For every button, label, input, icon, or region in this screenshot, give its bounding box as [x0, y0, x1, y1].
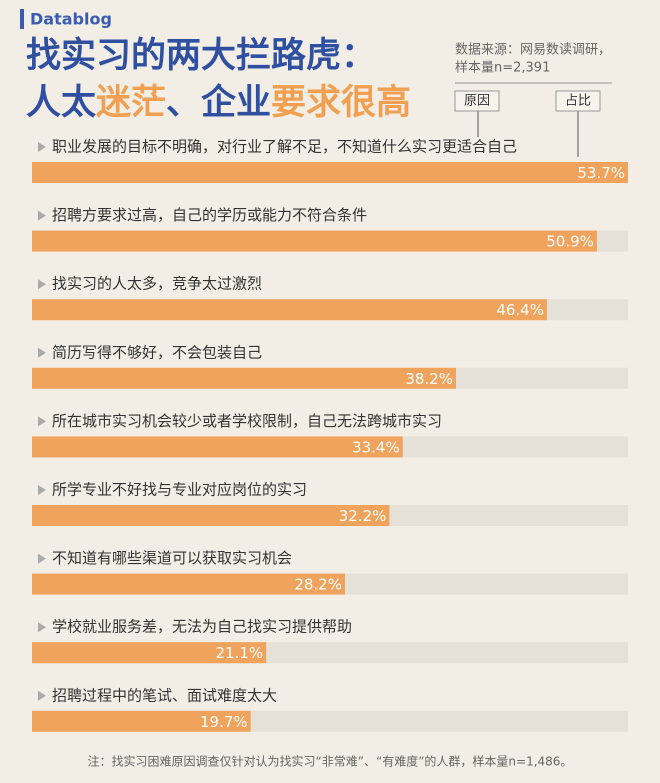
legend-label: 原因 — [464, 94, 490, 109]
bullet — [38, 553, 46, 564]
brand: Datablog — [30, 10, 112, 29]
title-part: 要求很高 — [271, 83, 411, 123]
title-part: 、企业 — [166, 82, 271, 123]
chart-title: 找实习的两大拦路虎： — [26, 36, 376, 76]
bar — [32, 162, 628, 183]
bullet — [38, 485, 46, 495]
category-label: 简历写得不够好，不会包装自己 — [52, 343, 262, 361]
category-label: 找实习的人太多，竞争太过激烈 — [52, 275, 262, 293]
bullet — [38, 416, 46, 427]
value-label: 38.2% — [405, 370, 453, 388]
bullet — [38, 690, 46, 701]
bar — [32, 230, 597, 252]
legend-label: 占比 — [565, 94, 591, 109]
legend-box — [454, 90, 500, 112]
category-label: 招聘方要求过高，自己的学历或能力不符合条件 — [52, 206, 367, 224]
title-part: 迷茫 — [96, 83, 166, 123]
bullet — [38, 142, 46, 152]
value-label: 19.7% — [200, 713, 248, 731]
category-label: 职业发展的目标不明确，对行业了解不足，不知道什么实习更适合自己 — [52, 138, 517, 156]
chart-title: 人太迷茫、企业要求很高 — [26, 82, 411, 123]
legend-box — [555, 90, 601, 112]
value-label: 46.4% — [496, 301, 544, 319]
value-label: 53.7% — [577, 164, 625, 182]
brand-bar — [20, 9, 24, 29]
bullet — [38, 279, 46, 290]
title-part: 人太 — [26, 83, 96, 123]
note: 注：找实习困难原因调查仅针对认为找实习“非常难”、“有难度”的人群，样本量n=1… — [88, 754, 573, 769]
category-label: 所在城市实习机会较少或者学校限制，自己无法跨城市实习 — [52, 412, 442, 430]
value-label: 50.9% — [546, 233, 594, 251]
title-part: 找实习的两大拦路虎： — [26, 36, 376, 76]
value-label: 33.4% — [352, 438, 400, 456]
bar — [32, 505, 390, 526]
bar — [32, 642, 267, 664]
value-label: 32.2% — [339, 507, 387, 525]
bullet — [38, 210, 46, 221]
category-label: 招聘过程中的笔试、面试难度太大 — [52, 686, 277, 704]
source: 数据来源：网易数读调研， — [455, 43, 611, 58]
bullet — [38, 347, 46, 358]
bar — [32, 710, 251, 732]
category-label: 学校就业服务差，无法为自己找实习提供帮助 — [52, 618, 352, 636]
bar — [32, 367, 456, 389]
value-label: 21.1% — [216, 644, 264, 662]
value-label: 28.2% — [294, 576, 342, 594]
bar — [32, 573, 345, 595]
bar — [32, 299, 547, 321]
category-label: 所学专业不好找与专业对应岗位的实习 — [52, 481, 307, 499]
source: 样本量n=2,391 — [455, 61, 550, 76]
bullet — [38, 622, 46, 633]
bar — [32, 436, 403, 458]
category-label: 不知道有哪些渠道可以获取实习机会 — [52, 549, 292, 567]
